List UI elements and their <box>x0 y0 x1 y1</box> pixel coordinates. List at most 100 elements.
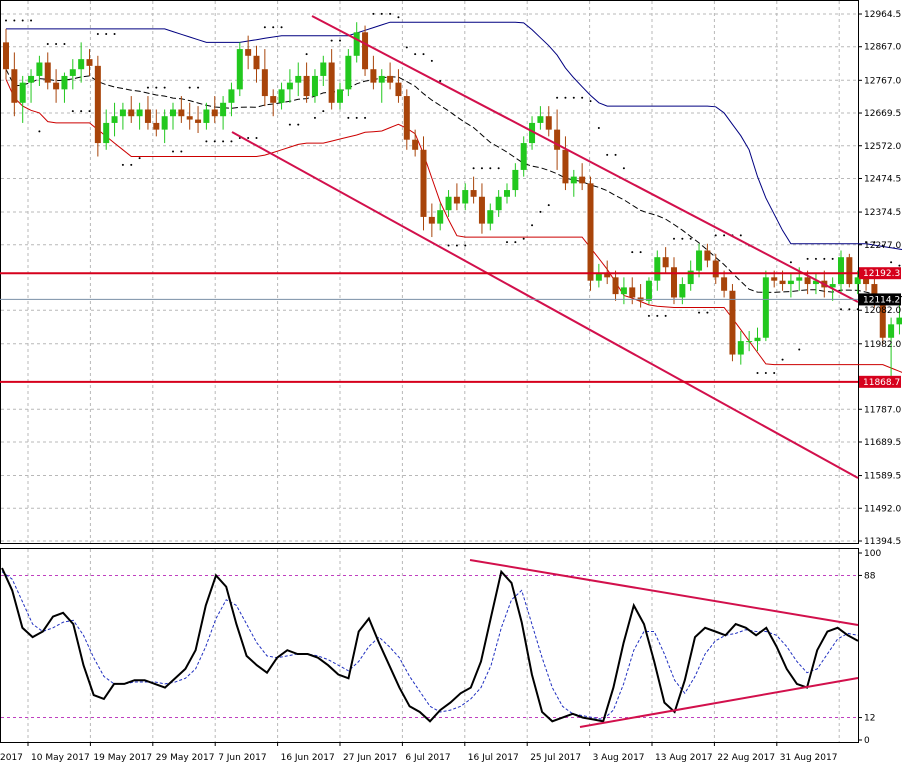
axes: 12964.5 12867.0 12767.0 12669.5 12572.0 12474… <box>0 10 901 763</box>
x-tick-label: 13 Aug 2017 <box>655 753 713 763</box>
candle-body <box>128 109 135 117</box>
y-tick-label: 11689.5 <box>864 438 901 448</box>
candle-body <box>36 62 43 76</box>
level-price-label: 12192.3 <box>863 269 900 279</box>
sar-dot <box>547 204 550 207</box>
sar-dot <box>163 86 166 89</box>
candle-body <box>829 284 836 288</box>
candle-body <box>19 82 26 103</box>
candle-body <box>771 277 778 281</box>
osc-signal-line <box>1 571 859 720</box>
candle-body <box>587 183 594 281</box>
sar-dot <box>856 308 859 311</box>
sar-dot <box>572 96 575 99</box>
y-tick-label: 12474.5 <box>864 174 901 184</box>
candle-body <box>170 109 176 117</box>
candle-body <box>746 341 753 343</box>
sar-dot <box>447 244 450 247</box>
candle-body <box>44 62 51 83</box>
sar-dot <box>280 26 283 29</box>
sar-dot <box>464 244 467 247</box>
osc-upper-trendline <box>469 559 859 626</box>
x-tick-label: 31 Aug 2017 <box>780 753 838 763</box>
candle-body <box>779 280 786 285</box>
sar-dot <box>472 167 475 170</box>
candle-body <box>144 109 151 123</box>
sar-dot <box>405 46 408 49</box>
candle-body <box>412 139 419 150</box>
sar-dot <box>155 86 158 89</box>
sar-dot <box>339 39 341 42</box>
candle-body <box>512 169 519 191</box>
candle-body <box>195 119 202 123</box>
sar-dot <box>706 311 709 314</box>
candle-body <box>537 116 544 123</box>
candle-body <box>838 257 844 285</box>
current-price-tag <box>859 293 901 306</box>
sar-dot <box>397 16 400 19</box>
candle-body <box>579 176 586 184</box>
sar-dot <box>422 53 425 56</box>
x-tick-label: 3 Aug 2017 <box>593 753 645 763</box>
x-tick-label: 19 May 2017 <box>93 753 152 763</box>
sar-dot <box>714 234 717 237</box>
y-tick-label: 12277.0 <box>864 241 901 251</box>
candle-body <box>529 122 536 144</box>
sar-dot <box>756 371 759 374</box>
candle-body <box>220 102 227 117</box>
sar-dot <box>96 32 99 35</box>
y-tick-label: 11787.0 <box>864 405 901 415</box>
candle-body <box>278 89 285 103</box>
sar-dot <box>55 43 58 46</box>
candle-body <box>395 82 402 97</box>
sar-dot <box>581 96 584 99</box>
candle-body <box>787 280 794 285</box>
candle-body <box>186 116 193 120</box>
sar-dot <box>130 163 133 166</box>
candle-body <box>337 89 343 103</box>
sar-dot <box>197 86 200 89</box>
candle-body <box>428 216 435 224</box>
candle-body <box>295 75 302 83</box>
candle-body <box>94 65 101 144</box>
sar-dot <box>514 241 517 244</box>
moving-average-line <box>5 68 902 300</box>
candles <box>3 22 902 382</box>
sar-dot <box>698 311 701 314</box>
sar-dot <box>614 153 617 156</box>
upper-band-line <box>6 21 902 251</box>
sar-dot <box>881 244 884 247</box>
candle-body <box>737 341 744 355</box>
candle-body <box>11 69 18 103</box>
sar-dot <box>121 163 124 166</box>
candle-body <box>119 109 126 117</box>
candle-body <box>612 277 619 295</box>
sar-dot <box>180 150 183 153</box>
candle-body <box>270 96 277 103</box>
sar-dot <box>213 140 216 143</box>
sar-dot <box>372 12 375 15</box>
sar-dot <box>531 224 534 227</box>
sar-dot <box>831 257 834 260</box>
candle-body <box>370 69 377 83</box>
sar-dot <box>263 26 266 29</box>
sar-dot <box>898 264 901 267</box>
x-tick-label: 10 May 2017 <box>31 753 90 763</box>
candle-body <box>378 75 385 83</box>
sar-dot <box>764 371 767 374</box>
sar-dot <box>305 53 308 56</box>
candle-body <box>303 75 310 97</box>
candle-body <box>545 116 552 130</box>
candle-body <box>478 196 485 224</box>
candle-body <box>286 82 293 90</box>
candle-body <box>245 49 252 56</box>
candle-body <box>804 277 811 285</box>
candle-body <box>846 257 853 285</box>
candle-body <box>470 190 477 197</box>
candle-body <box>103 122 110 144</box>
sar-dot <box>890 261 893 264</box>
candle-body <box>504 190 510 197</box>
sar-dot <box>255 137 258 140</box>
candle-body <box>353 32 360 56</box>
